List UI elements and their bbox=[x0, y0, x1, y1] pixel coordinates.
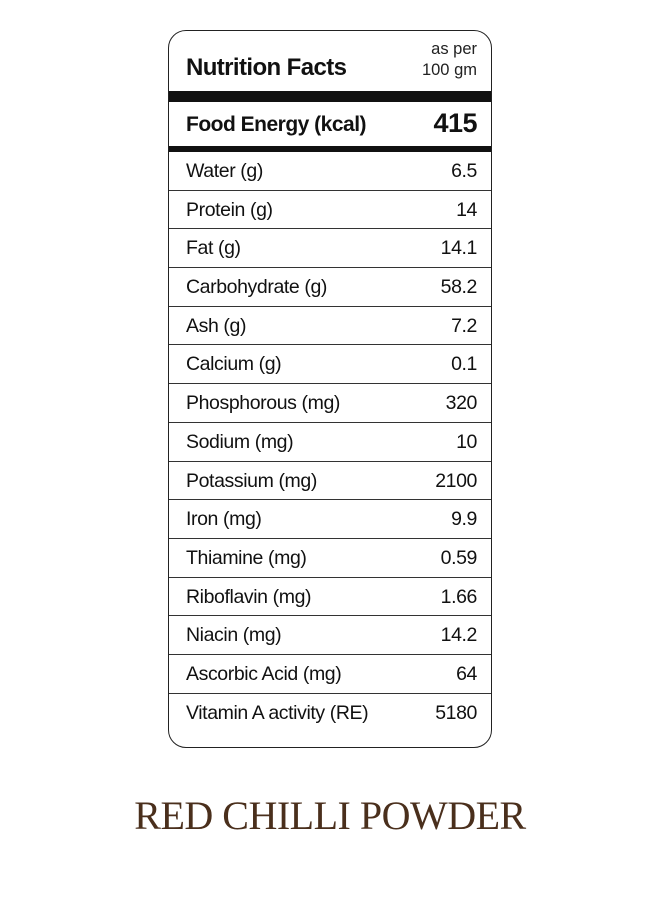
nutrient-label: Iron (mg) bbox=[186, 508, 262, 531]
nutrient-row: Ascorbic Acid (mg) 64 bbox=[169, 655, 491, 694]
nutrient-row: Niacin (mg) 14.2 bbox=[169, 616, 491, 655]
nutrient-label: Protein (g) bbox=[186, 198, 273, 221]
nutrient-label: Ash (g) bbox=[186, 314, 247, 337]
nutrient-row: Riboflavin (mg) 1.66 bbox=[169, 578, 491, 617]
nutrient-value: 58.2 bbox=[440, 276, 478, 299]
nutrient-row: Water (g) 6.5 bbox=[169, 152, 491, 191]
nutrient-row: Protein (g) 14 bbox=[169, 191, 491, 230]
nutrient-label: Water (g) bbox=[186, 160, 263, 182]
nutrient-value: 9.9 bbox=[451, 508, 477, 531]
energy-label: Food Energy (kcal) bbox=[186, 113, 367, 136]
nutrient-label: Carbohydrate (g) bbox=[186, 276, 328, 299]
nutrient-row: Ash (g) 7.2 bbox=[169, 307, 491, 346]
nutrient-value: 320 bbox=[445, 392, 478, 415]
nutrient-value: 14 bbox=[456, 198, 477, 221]
nutrient-value: 7.2 bbox=[451, 314, 477, 337]
nutrient-value: 14.2 bbox=[440, 624, 478, 647]
nutrient-value: 2100 bbox=[435, 469, 477, 492]
energy-row: Food Energy (kcal) 415 bbox=[169, 102, 491, 146]
nutrient-value: 5180 bbox=[435, 701, 477, 724]
nutrient-label: Ascorbic Acid (mg) bbox=[186, 662, 342, 685]
nutrient-label: Vitamin A activity (RE) bbox=[186, 701, 369, 724]
nutrient-row: Potassium (mg) 2100 bbox=[169, 462, 491, 501]
nutrient-value: 0.59 bbox=[440, 546, 478, 569]
nutrient-row: Fat (g) 14.1 bbox=[169, 229, 491, 269]
nutrient-value: 0.1 bbox=[451, 353, 477, 376]
nutrient-label: Calcium (g) bbox=[186, 353, 282, 376]
nutrient-label: Niacin (mg) bbox=[186, 624, 282, 647]
nutrient-label: Riboflavin (mg) bbox=[186, 585, 312, 608]
nutrient-value: 64 bbox=[456, 662, 477, 685]
nutrition-facts-panel: Nutrition Facts as per 100 gm Food Energ… bbox=[168, 30, 492, 748]
thick-divider-top bbox=[169, 91, 491, 102]
nutrient-row: Carbohydrate (g) 58.2 bbox=[169, 268, 491, 307]
nutrition-header: Nutrition Facts as per 100 gm bbox=[169, 31, 491, 91]
nutrient-value: 14.1 bbox=[440, 237, 478, 260]
nutrient-label: Fat (g) bbox=[186, 237, 241, 260]
nutrient-value: 10 bbox=[456, 430, 477, 453]
nutrient-row: Iron (mg) 9.9 bbox=[169, 500, 491, 539]
serving-basis-line2: 100 gm bbox=[421, 61, 477, 79]
nutrient-label: Phosphorous (mg) bbox=[186, 392, 341, 415]
nutrient-row: Calcium (g) 0.1 bbox=[169, 345, 491, 385]
nutrient-row: Sodium (mg) 10 bbox=[169, 423, 491, 462]
nutrient-label: Thiamine (mg) bbox=[186, 546, 307, 569]
nutrient-row: Phosphorous (mg) 320 bbox=[169, 384, 491, 423]
nutrition-title: Nutrition Facts bbox=[186, 54, 347, 81]
serving-basis: as per 100 gm bbox=[422, 39, 477, 81]
nutrient-rows: Water (g) 6.5 Protein (g) 14 Fat (g) 14.1 C… bbox=[169, 152, 491, 732]
nutrient-label: Sodium (mg) bbox=[186, 430, 294, 453]
product-name: RED CHILLI POWDER bbox=[134, 793, 526, 838]
nutrient-value: 1.66 bbox=[440, 585, 478, 608]
nutrient-row: Vitamin A activity (RE) 5180 bbox=[169, 694, 491, 733]
thick-divider-bottom bbox=[169, 146, 491, 152]
nutrient-label: Potassium (mg) bbox=[186, 469, 317, 492]
nutrient-row: Thiamine (mg) 0.59 bbox=[169, 539, 491, 578]
serving-basis-line1: as per bbox=[431, 40, 477, 58]
energy-value: 415 bbox=[433, 108, 477, 138]
nutrient-value: 6.5 bbox=[451, 160, 477, 182]
